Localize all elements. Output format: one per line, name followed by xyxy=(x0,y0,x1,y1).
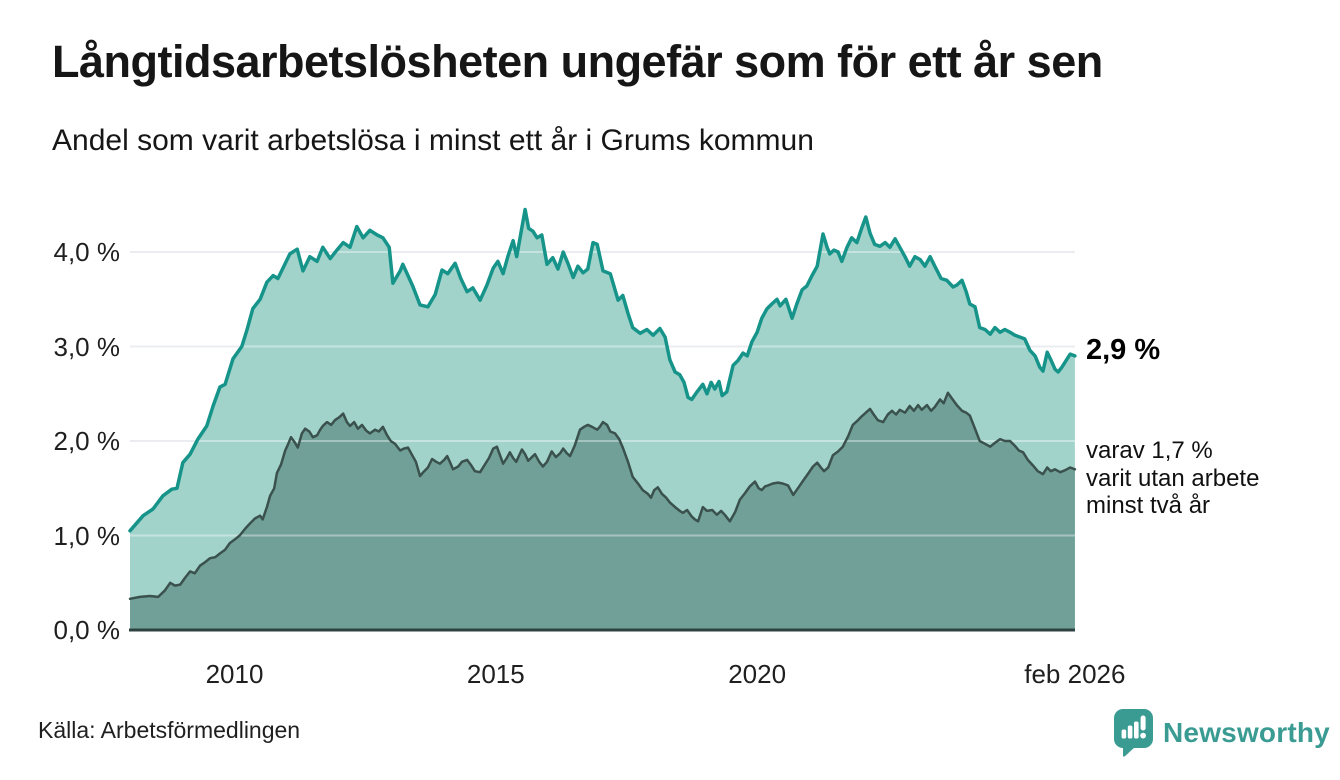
subseries-annotation: varav 1,7 % varit utan arbete minst två … xyxy=(1086,437,1260,519)
exclamation-bar xyxy=(1140,715,1146,731)
series-line-0 xyxy=(128,207,1077,533)
newsworthy-logo-icon xyxy=(1113,708,1154,758)
x-axis-tick-label: 2020 xyxy=(728,659,787,689)
area-chart-canvas xyxy=(128,207,1077,632)
newsworthy-brand: Newsworthy xyxy=(1113,708,1330,758)
y-axis-tick-label: 3,0 % xyxy=(53,331,121,362)
y-axis-tick-label: 4,0 % xyxy=(53,237,121,267)
y-axis-tick-label: 2,0 % xyxy=(53,426,121,456)
chart-subtitle: Andel som varit arbetslösa i minst ett å… xyxy=(52,124,814,157)
newsworthy-wordmark: Newsworthy xyxy=(1163,717,1330,748)
y-axis-tick-label: 1,0 % xyxy=(53,520,121,551)
x-axis-tick-label: 2010 xyxy=(205,659,264,689)
series-line-1 xyxy=(128,391,1077,601)
page-title: Långtidsarbetslösheten ungefär som för e… xyxy=(52,36,1103,87)
x-axis-tick-label: feb 2026 xyxy=(1024,659,1126,689)
exclamation-dot xyxy=(1140,732,1146,739)
speech-bubble-tail xyxy=(1123,746,1136,757)
x-axis-tick-label: 2015 xyxy=(466,659,525,689)
source-note: Källa: Arbetsförmedlingen xyxy=(38,717,301,743)
y-axis-tick-label: 0,0 % xyxy=(53,615,121,645)
latest-value-annotation: 2,9 % xyxy=(1086,334,1161,366)
